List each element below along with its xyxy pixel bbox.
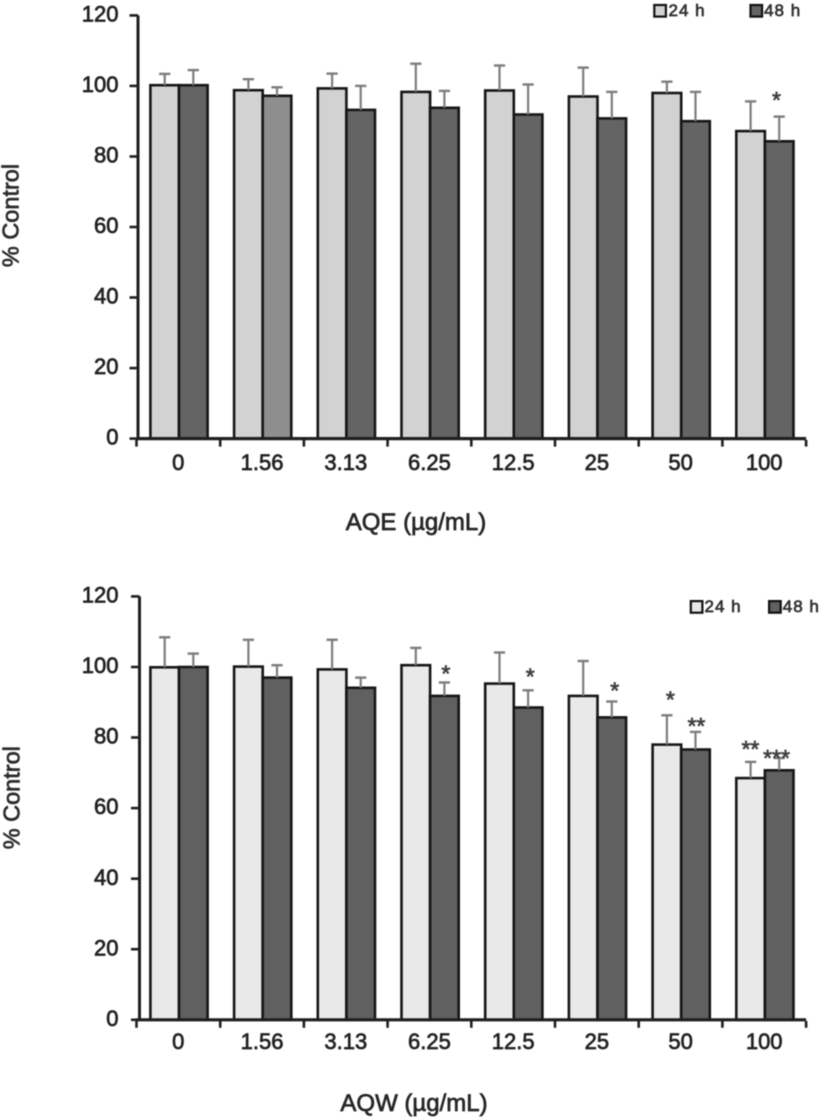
svg-text:**: ** [741,736,759,762]
svg-text:20: 20 [94,354,118,379]
svg-text:3.13: 3.13 [324,450,367,475]
svg-text:25: 25 [585,1029,609,1054]
svg-text:48 h: 48 h [783,597,820,616]
svg-text:12.5: 12.5 [492,1029,535,1054]
svg-text:0: 0 [106,425,118,450]
svg-text:100: 100 [746,1029,783,1054]
svg-text:25: 25 [585,450,609,475]
svg-text:% Control: % Control [0,746,25,849]
svg-text:24 h: 24 h [669,1,706,20]
svg-text:AQW (µg/mL): AQW (µg/mL) [340,1090,487,1117]
svg-text:*: * [666,687,675,713]
svg-text:80: 80 [94,724,118,749]
svg-text:24 h: 24 h [705,597,742,616]
svg-text:100: 100 [82,653,119,678]
svg-text:40: 40 [94,865,118,890]
svg-text:20: 20 [94,935,118,960]
svg-text:6.25: 6.25 [408,450,451,475]
svg-text:1.56: 1.56 [241,450,284,475]
svg-text:60: 60 [94,794,118,819]
svg-text:40: 40 [94,284,118,309]
svg-text:100: 100 [82,72,119,97]
svg-text:3.13: 3.13 [324,1029,367,1054]
svg-text:***: *** [763,745,790,771]
svg-text:AQE (µg/mL): AQE (µg/mL) [346,509,487,536]
svg-text:% Control: % Control [0,164,24,267]
svg-text:60: 60 [94,213,118,238]
svg-text:50: 50 [668,450,692,475]
svg-text:80: 80 [94,143,118,168]
svg-text:120: 120 [82,583,119,608]
svg-text:*: * [526,664,535,690]
svg-text:0: 0 [172,450,184,475]
svg-text:0: 0 [106,1006,118,1031]
svg-text:50: 50 [668,1029,692,1054]
svg-text:**: ** [687,713,705,739]
svg-text:*: * [441,661,450,687]
svg-text:0: 0 [172,1029,184,1054]
svg-text:48 h: 48 h [764,1,801,20]
svg-text:12.5: 12.5 [492,450,535,475]
svg-text:120: 120 [82,2,119,27]
svg-text:6.25: 6.25 [408,1029,451,1054]
svg-text:*: * [610,677,619,703]
svg-text:*: * [772,87,781,113]
svg-text:1.56: 1.56 [241,1029,284,1054]
svg-text:100: 100 [746,450,783,475]
